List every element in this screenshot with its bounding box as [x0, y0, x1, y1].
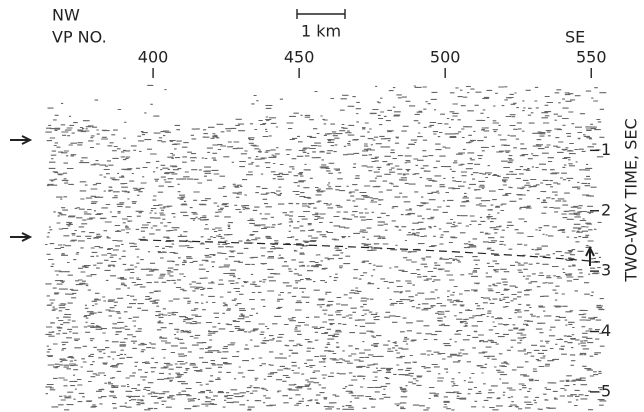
x-tick-label: 550 [576, 48, 607, 67]
right-label: SE [565, 28, 585, 47]
x-tick-label: 500 [430, 48, 461, 67]
y-tick-label: 1 [601, 140, 611, 159]
arrows [10, 135, 595, 266]
arrow [10, 135, 33, 145]
y-tick-label: 4 [601, 321, 611, 340]
arrow [585, 245, 595, 266]
left-label: NW [52, 6, 80, 25]
x-tick-label: 450 [284, 48, 315, 67]
x-axis-label: VP NO. [52, 28, 107, 47]
trace-dashes [45, 84, 607, 411]
y-tick-label: 2 [601, 200, 611, 219]
scale-bar [296, 9, 346, 19]
y-tick-label: 5 [601, 381, 611, 400]
y-axis-label: TWO-WAY TIME, SEC [622, 118, 641, 282]
seismic-traces [45, 84, 607, 411]
reflector [139, 239, 601, 263]
y-tick-label: 3 [601, 261, 611, 280]
x-tick-label: 400 [138, 48, 169, 67]
scale-label: 1 km [301, 22, 341, 41]
arrow [10, 232, 33, 242]
